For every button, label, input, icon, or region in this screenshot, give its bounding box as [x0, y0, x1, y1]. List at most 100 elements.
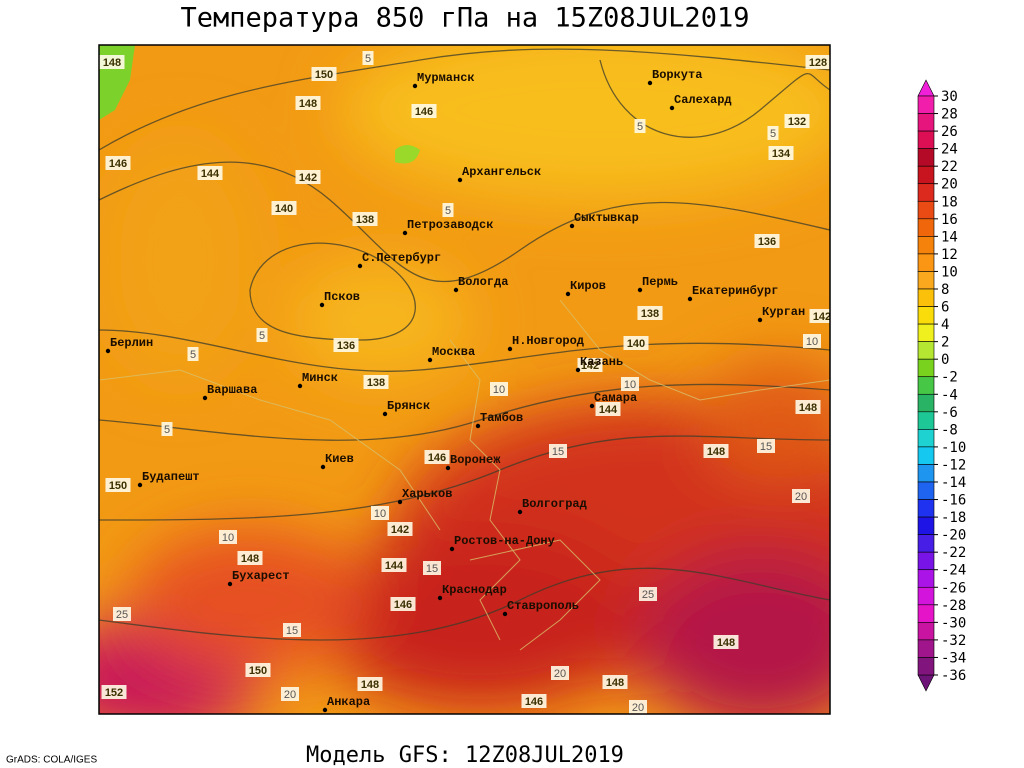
label-box	[805, 55, 830, 69]
colorbar-label: -34	[941, 650, 966, 666]
colorbar-label: 18	[941, 194, 958, 210]
colorbar-box	[917, 639, 935, 658]
height-label: 136	[758, 236, 776, 248]
colorbar-label: -28	[941, 598, 966, 614]
city-label: Ростов-на-Дону	[454, 534, 555, 548]
colorbar-label: 24	[941, 142, 958, 158]
temperature-label: 20	[554, 668, 566, 680]
temperature-label: 15	[552, 446, 564, 458]
height-label: 128	[809, 57, 827, 69]
colorbar-box	[917, 306, 935, 325]
city-label: Харьков	[402, 487, 452, 501]
city-dot	[357, 263, 363, 269]
height-label: 142	[813, 311, 831, 323]
height-label: 148	[241, 553, 259, 565]
height-label: 146	[109, 158, 127, 170]
colorbar-box	[917, 657, 935, 676]
colorbar-label: -6	[941, 405, 958, 421]
label-box	[99, 55, 125, 69]
height-label: 132	[788, 116, 806, 128]
colorbar-label: -20	[941, 528, 966, 544]
city-dot	[449, 546, 455, 552]
label-box	[623, 336, 649, 350]
height-label: 150	[315, 69, 333, 81]
colorbar-box	[917, 271, 935, 290]
borders	[99, 299, 830, 651]
colorbar-label: -22	[941, 545, 966, 561]
colorbar-label: 26	[941, 124, 958, 140]
label-box	[362, 51, 374, 65]
height-label: 148	[799, 402, 817, 414]
label-box	[767, 126, 779, 140]
colorbar-box	[917, 130, 935, 149]
label-box	[768, 146, 794, 160]
label-box	[371, 506, 389, 520]
city-dot	[453, 287, 459, 293]
city-dot	[137, 482, 143, 488]
temperature-label: 10	[493, 384, 505, 396]
city-dot	[457, 177, 463, 183]
city-dot	[382, 411, 388, 417]
label-box	[754, 234, 780, 248]
label-box	[197, 166, 223, 180]
label-box	[161, 422, 173, 436]
label-box	[784, 114, 810, 128]
label-box	[187, 347, 199, 361]
label-box	[295, 170, 321, 184]
colorbar-box	[917, 376, 935, 395]
colorbar-label: 28	[941, 107, 958, 123]
city-dot	[322, 707, 328, 713]
city-label: Анкара	[327, 695, 370, 709]
city-dot	[297, 383, 303, 389]
height-label: 148	[707, 446, 725, 458]
label-box	[237, 551, 263, 565]
temperature-label: 20	[795, 491, 807, 503]
colorbar-label: -36	[941, 668, 966, 684]
label-box	[387, 522, 413, 536]
colorbar-label: -12	[941, 457, 966, 473]
colorbar-label: 20	[941, 177, 958, 193]
height-label: 144	[599, 404, 618, 416]
height-label: 138	[641, 308, 659, 320]
colorbar-label: 16	[941, 212, 958, 228]
colorbar-label: 30	[941, 89, 958, 105]
colorbar-label: -24	[941, 563, 966, 579]
temperature-label: 10	[222, 532, 234, 544]
colorbar-label: -10	[941, 440, 966, 456]
height-label: 152	[105, 687, 123, 699]
colorbar-label: -26	[941, 580, 966, 596]
label-box	[795, 400, 821, 414]
height-label: 138	[356, 214, 374, 226]
label-box	[713, 635, 739, 649]
city-label: Самара	[594, 391, 637, 405]
label-box	[113, 607, 131, 621]
city-label: Волгоград	[522, 497, 587, 511]
label-box	[521, 694, 547, 708]
city-dot	[565, 291, 571, 297]
city-label: Псков	[324, 290, 360, 304]
colorbar-label: 4	[941, 317, 949, 333]
city-label: С.Петербург	[362, 250, 441, 265]
city-label: Казань	[580, 355, 623, 369]
colorbar-label: 14	[941, 229, 958, 245]
height-label: 144	[201, 168, 220, 180]
height-label: 148	[299, 98, 317, 110]
colorbar-box	[917, 464, 935, 483]
city-dot	[445, 465, 451, 471]
label-box	[639, 587, 657, 601]
city-dot	[669, 105, 675, 111]
colorbar-box	[917, 218, 935, 237]
temperature-label: 5	[637, 121, 643, 133]
city-dot	[507, 346, 513, 352]
colorbar-box	[917, 604, 935, 623]
label-box	[245, 663, 271, 677]
city-dot	[757, 317, 763, 323]
city-label: Мурманск	[417, 71, 475, 85]
city-dot	[517, 509, 523, 515]
city-label: Брянск	[387, 399, 430, 413]
temperature-label: 5	[445, 205, 451, 217]
temperature-label: 5	[365, 53, 371, 65]
city-dot	[569, 223, 575, 229]
temperature-label: 15	[426, 563, 438, 575]
label-box	[363, 375, 389, 389]
